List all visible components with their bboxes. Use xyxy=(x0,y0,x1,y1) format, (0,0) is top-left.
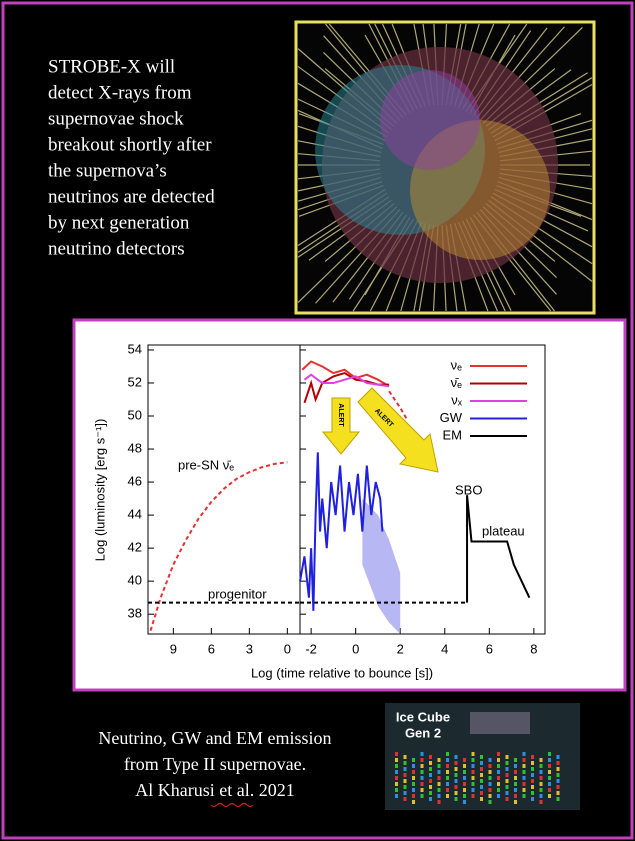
x-tick-label: 3 xyxy=(246,641,253,656)
intro-line: the supernova’s xyxy=(48,160,167,181)
y-tick-label: 54 xyxy=(128,341,142,356)
badge-line: Ice Cube xyxy=(396,709,450,724)
chart-panel xyxy=(72,318,627,692)
y-tick-label: 48 xyxy=(128,440,142,455)
x-tick-label: 0 xyxy=(352,641,359,656)
annotation: pre-SN ν̄ₑ xyxy=(178,457,234,472)
gw-band xyxy=(362,498,401,634)
legend-label: EM xyxy=(443,427,463,442)
x-tick-label: 2 xyxy=(397,641,404,656)
intro-line: breakout shortly after xyxy=(48,134,212,155)
intro-line: STROBE-X will xyxy=(48,56,175,77)
caption-line: Al Kharusi et al. 2021 xyxy=(135,780,294,800)
annotation: progenitor xyxy=(208,586,267,601)
y-tick-label: 42 xyxy=(128,540,142,555)
intro-line: supernovae shock xyxy=(48,108,184,129)
series-line xyxy=(303,373,390,388)
intro-line: by next generation xyxy=(48,212,190,233)
y-axis-label: Log (luminosity [erg s⁻¹]) xyxy=(92,419,107,562)
y-tick-label: 40 xyxy=(128,573,142,588)
legend-label: νₑ xyxy=(451,357,463,372)
alert-arrow xyxy=(357,387,439,473)
x-tick-label: 9 xyxy=(170,641,177,656)
annotation: SBO xyxy=(455,482,482,497)
legend-label: GW xyxy=(440,410,463,425)
annotation: plateau xyxy=(482,523,525,538)
caption-line: Neutrino, GW and EM emission xyxy=(98,728,331,748)
x-tick-label: 6 xyxy=(486,641,493,656)
series-line xyxy=(301,360,390,388)
x-axis-label: Log (time relative to bounce [s]) xyxy=(251,665,433,680)
y-tick-label: 44 xyxy=(128,507,142,522)
x-tick-label: 8 xyxy=(530,641,537,656)
alert-label: ALERT xyxy=(337,403,344,427)
x-tick-label: -2 xyxy=(305,641,317,656)
y-tick-label: 52 xyxy=(128,374,142,389)
supernova-image xyxy=(294,20,596,315)
badge-line: Gen 2 xyxy=(405,725,441,740)
y-tick-label: 38 xyxy=(128,606,142,621)
spell-underline xyxy=(210,802,254,808)
x-tick-label: 0 xyxy=(284,641,291,656)
x-tick-label: 4 xyxy=(441,641,448,656)
legend-label: ν̄ₑ xyxy=(451,375,463,390)
caption-line: from Type II supernovae. xyxy=(124,754,306,774)
alert-arrow xyxy=(321,397,361,455)
dashed-line xyxy=(388,390,408,420)
intro-line: neutrino detectors xyxy=(48,238,185,259)
intro-line: detect X-rays from xyxy=(48,82,192,103)
x-tick-label: 6 xyxy=(208,641,215,656)
legend-label: νₓ xyxy=(451,392,463,407)
y-tick-label: 46 xyxy=(128,474,142,489)
plot-frame xyxy=(299,344,546,635)
icecube-image xyxy=(385,703,580,810)
intro-line: neutrinos are detected xyxy=(48,186,215,207)
series-line xyxy=(299,452,384,611)
dashed-line xyxy=(149,461,288,631)
series-line xyxy=(466,495,531,603)
y-tick-label: 50 xyxy=(128,407,142,422)
